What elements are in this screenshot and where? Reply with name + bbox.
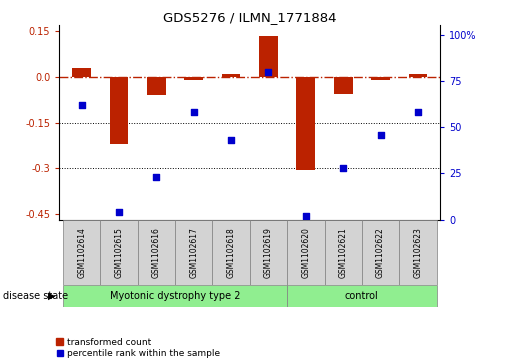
Bar [297, 77, 315, 170]
Point [302, 213, 310, 219]
Bar [287, 220, 324, 285]
Text: GSM1102619: GSM1102619 [264, 227, 273, 278]
Bar [259, 36, 278, 77]
Text: control: control [345, 291, 379, 301]
Title: GDS5276 / ILMN_1771884: GDS5276 / ILMN_1771884 [163, 11, 336, 24]
Text: GSM1102615: GSM1102615 [114, 227, 124, 278]
Bar [362, 220, 399, 285]
Point [414, 109, 422, 115]
Point [115, 209, 123, 215]
Text: GSM1102621: GSM1102621 [339, 227, 348, 278]
Bar [334, 77, 353, 94]
Bar [63, 220, 100, 285]
Point [264, 69, 272, 74]
Bar [399, 220, 437, 285]
Bar [100, 220, 138, 285]
Legend: transformed count, percentile rank within the sample: transformed count, percentile rank withi… [56, 338, 220, 359]
Text: Myotonic dystrophy type 2: Myotonic dystrophy type 2 [110, 291, 241, 301]
Bar [147, 77, 166, 95]
Text: GSM1102620: GSM1102620 [301, 227, 311, 278]
Text: disease state: disease state [3, 291, 67, 301]
Bar [184, 77, 203, 80]
Bar [138, 220, 175, 285]
Point [78, 102, 86, 108]
Bar [287, 285, 437, 307]
Bar [212, 220, 250, 285]
Text: GSM1102614: GSM1102614 [77, 227, 86, 278]
Text: GSM1102623: GSM1102623 [414, 227, 422, 278]
Bar [324, 220, 362, 285]
Point [376, 132, 385, 138]
Bar [63, 285, 287, 307]
Bar [408, 74, 427, 77]
Text: ▶: ▶ [48, 291, 56, 301]
Text: GSM1102616: GSM1102616 [152, 227, 161, 278]
Text: GSM1102622: GSM1102622 [376, 227, 385, 278]
Point [152, 174, 161, 180]
Bar [175, 220, 212, 285]
Bar [110, 77, 128, 144]
Point [339, 165, 347, 171]
Bar [72, 68, 91, 77]
Text: GSM1102617: GSM1102617 [189, 227, 198, 278]
Point [190, 109, 198, 115]
Bar [250, 220, 287, 285]
Bar [222, 74, 241, 77]
Bar [371, 77, 390, 80]
Point [227, 137, 235, 143]
Text: GSM1102618: GSM1102618 [227, 227, 235, 278]
